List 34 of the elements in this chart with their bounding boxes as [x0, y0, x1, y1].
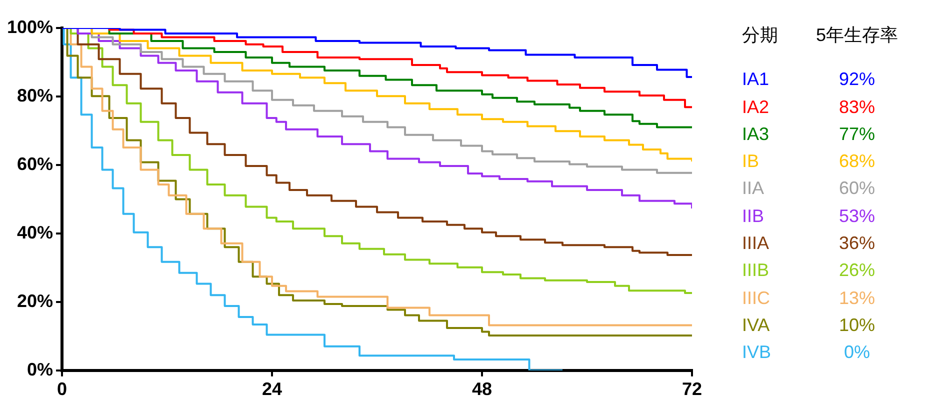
text: IA1: [742, 68, 770, 92]
y-tick-label: 20%: [17, 290, 54, 311]
text: 36%: [838, 232, 876, 256]
x-tick-label: 24: [262, 379, 282, 400]
text: 26%: [838, 259, 876, 282]
text: 13%: [838, 286, 876, 310]
text: 60%: [838, 177, 876, 200]
text: IA3: [742, 122, 770, 146]
x-tick-label: 48: [472, 379, 492, 400]
y-tick-label: 0%: [27, 359, 54, 380]
text: IIIA: [742, 232, 770, 256]
y-tick-label: 40%: [17, 222, 54, 242]
text: IIA: [742, 177, 766, 200]
text: IB: [742, 150, 760, 174]
text: IIIC: [742, 286, 772, 310]
text: 5年生存率: [814, 24, 899, 47]
legend-title: 分期: [742, 24, 779, 47]
text: IVA: [742, 314, 771, 337]
x-tick-label: 0: [57, 379, 68, 400]
text: 83%: [838, 96, 876, 119]
y-tick-label: 80%: [17, 85, 54, 106]
y-tick-label: 100%: [6, 16, 54, 37]
text: IA2: [742, 96, 770, 119]
text: 0%: [842, 341, 871, 364]
text: 10%: [838, 314, 876, 337]
text: 92%: [838, 68, 876, 92]
text: IIIB: [742, 259, 770, 282]
text: 68%: [838, 150, 876, 174]
x-tick-label: 72: [682, 379, 702, 400]
text: 77%: [838, 122, 876, 146]
text: IVB: [742, 341, 772, 364]
text: 53%: [838, 204, 876, 228]
y-tick-label: 60%: [17, 154, 54, 174]
text: IIB: [742, 204, 766, 228]
